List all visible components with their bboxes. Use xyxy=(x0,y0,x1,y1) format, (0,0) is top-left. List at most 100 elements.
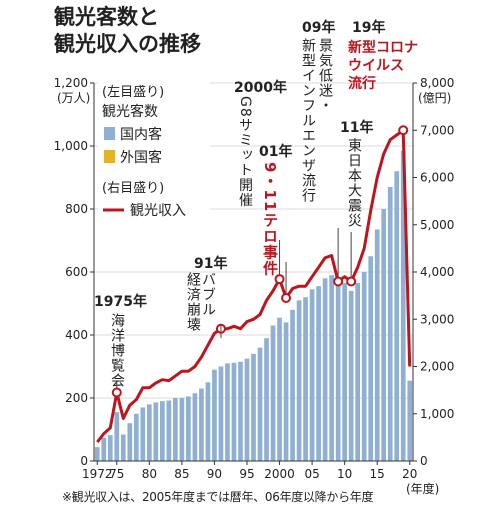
annotation-text: バブル xyxy=(200,272,216,317)
event-marker xyxy=(333,276,344,287)
legend-right-header: (右目盛り) xyxy=(102,181,164,196)
revenue-series-line xyxy=(96,128,412,444)
bar-domestic xyxy=(127,423,133,461)
annotation-year: 1975年 xyxy=(94,293,147,310)
event-marker xyxy=(111,387,122,398)
annotation-year: 01年 xyxy=(259,143,292,160)
bar-domestic xyxy=(212,369,217,461)
axes: 0 200 400 600 800 1,000 1,200(万人) 0 1,000 2,000 3,… xyxy=(54,76,455,496)
bar-domestic xyxy=(348,290,354,461)
right-tick-label: 2,000 xyxy=(420,360,454,374)
bar-domestic xyxy=(270,325,276,461)
event-marker xyxy=(281,292,292,303)
left-tick-label: 1,200 xyxy=(54,76,88,90)
legend-domestic-swatch xyxy=(104,127,115,140)
bar-domestic xyxy=(335,284,341,461)
annotation-year: 09年 xyxy=(302,19,335,36)
bar-domestic xyxy=(205,382,211,461)
bar-domestic xyxy=(355,283,361,461)
bar-domestic xyxy=(264,338,269,461)
x-tick-label: 20 xyxy=(402,467,417,481)
bar-domestic xyxy=(251,353,256,461)
annotation-year: 91年 xyxy=(194,255,227,272)
bar-domestic xyxy=(179,398,185,461)
x-axis-unit: (年度) xyxy=(406,481,439,496)
annotation-highlight: ウイルス xyxy=(348,58,404,74)
left-tick-label: 600 xyxy=(65,265,88,279)
bar-domestic xyxy=(296,300,302,461)
bar-domestic xyxy=(303,297,308,461)
annotation-highlight: 流行 xyxy=(348,75,376,92)
bar-domestic xyxy=(407,380,413,461)
annotation-highlight: 9・11テロ事件 xyxy=(261,162,279,277)
bar-domestic xyxy=(394,171,400,461)
bar-domestic xyxy=(244,358,250,461)
legend-foreign-swatch xyxy=(104,150,115,163)
event-marker xyxy=(398,125,409,136)
bar-domestic xyxy=(160,401,165,461)
bar-domestic xyxy=(173,398,178,461)
annotation-year: 11年 xyxy=(340,119,373,136)
bar-domestic xyxy=(192,393,198,461)
footnote: ※観光収入は、2005年度までは暦年、06年度以降から年度 xyxy=(62,490,374,504)
x-tick-label: 05 xyxy=(304,467,319,481)
bar-domestic xyxy=(309,289,315,461)
left-tick-label: 200 xyxy=(65,391,88,405)
left-tick-label: 800 xyxy=(65,202,88,216)
right-tick-label: 7,000 xyxy=(420,123,454,137)
right-tick-label: 1,000 xyxy=(420,407,454,421)
right-tick-label: 3,000 xyxy=(420,312,454,326)
bar-domestic xyxy=(107,435,113,461)
bar-domestic xyxy=(277,317,282,461)
legend-left-title: 観光客数 xyxy=(102,103,158,120)
legend-revenue-label: 観光収入 xyxy=(130,202,186,219)
bar-domestic xyxy=(146,404,152,461)
bar-domestic xyxy=(322,278,328,461)
bar-domestic xyxy=(290,309,295,461)
right-tick-label: 5,000 xyxy=(420,218,454,232)
bar-domestic xyxy=(120,434,126,461)
bar-domestic xyxy=(283,322,289,461)
annotation-text: 景気低迷・ xyxy=(317,38,333,113)
left-tick-label: 1,000 xyxy=(54,139,88,153)
bar-domestic xyxy=(199,388,204,461)
bar-domestic xyxy=(342,283,347,461)
x-tick-label: 90 xyxy=(207,467,222,481)
x-tick-label: 75 xyxy=(109,467,124,481)
bar-domestic xyxy=(368,256,374,461)
annotation-text: 海洋博覧会 xyxy=(109,313,125,388)
right-tick-label: 4,000 xyxy=(420,265,454,279)
bar-domestic xyxy=(361,272,367,461)
bar-domestic xyxy=(140,407,146,461)
x-tick-label: 15 xyxy=(370,467,385,481)
bar-domestic xyxy=(94,447,100,461)
annotation-year: 2000年 xyxy=(234,79,287,96)
legend-foreign-label: 外国客 xyxy=(120,149,162,166)
bar-domestic xyxy=(114,412,120,461)
bar-domestic xyxy=(166,400,172,461)
bar-domestic xyxy=(387,186,393,461)
chart-title: 観光客数と 観光収入の推移 xyxy=(54,4,201,58)
bar-domestic xyxy=(153,402,159,461)
chart-title-line-1: 観光客数と xyxy=(54,5,159,29)
x-tick-label: 10 xyxy=(337,467,352,481)
annotation-text: 東日本大震災 xyxy=(346,138,362,228)
bar-domestic xyxy=(225,363,230,461)
bar-domestic xyxy=(374,229,380,461)
right-tick-label: 0 xyxy=(420,454,428,468)
left-tick-label: 0 xyxy=(80,454,88,468)
bar-domestic xyxy=(231,362,237,461)
legend-left-header: (左目盛り) xyxy=(102,85,164,100)
x-tick-label: 1972 xyxy=(82,467,113,481)
legend-domestic-label: 国内客 xyxy=(120,126,162,143)
left-tick-label: 400 xyxy=(65,328,88,342)
annotation-highlight: 新型コロナ xyxy=(348,39,418,56)
annotation-text: 新型インフルエンザ流行 xyxy=(300,38,316,203)
right-tick-label: 6,000 xyxy=(420,171,454,185)
bar-domestic xyxy=(218,366,224,461)
bars xyxy=(94,150,413,461)
event-marker xyxy=(346,276,357,287)
